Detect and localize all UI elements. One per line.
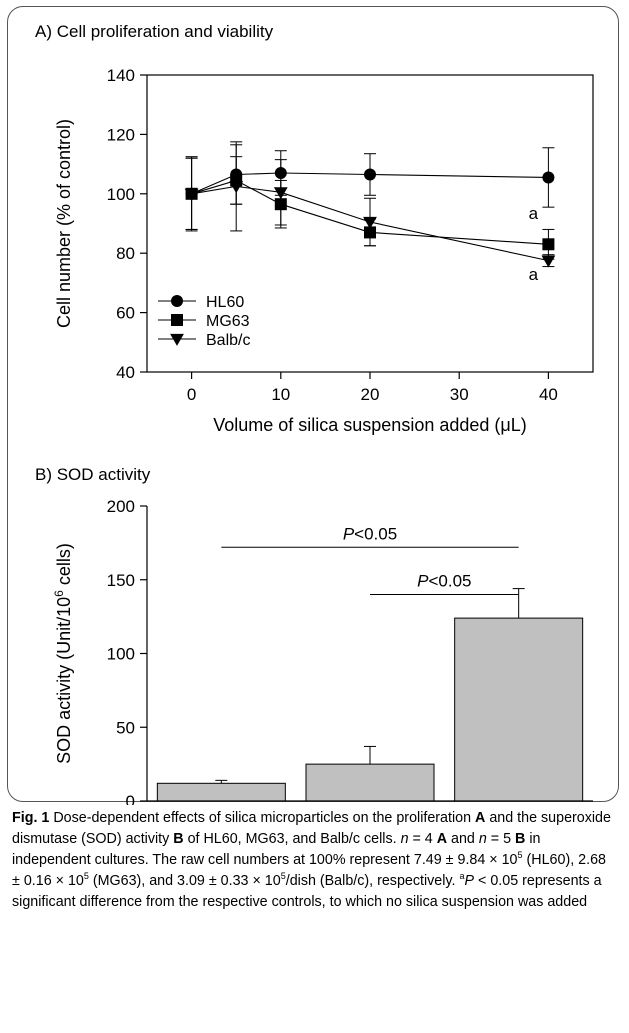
data-point [542, 171, 555, 184]
data-point [363, 216, 377, 229]
y-axis-label-b-end: cells) [54, 543, 74, 590]
legend-label: Balb/c [206, 332, 250, 349]
caption-text: = 5 [486, 831, 516, 847]
data-point [364, 168, 376, 181]
panel-b-title: B) SOD activity [35, 465, 151, 484]
y-tick-label-a: 100 [107, 185, 135, 204]
data-point [541, 255, 556, 268]
y-axis-label-a: Cell number (% of control) [54, 119, 74, 328]
y-axis-label-b-sup: 6 [52, 590, 66, 597]
data-point [542, 238, 555, 251]
bar [305, 763, 435, 802]
y-tick-label-b: 0 [126, 792, 135, 805]
caption-text: < 0.05 represents a significant differen… [12, 873, 602, 910]
caption-sup: 5 [280, 871, 286, 882]
y-tick-label-a: 60 [116, 304, 135, 323]
caption-sup: a [459, 871, 465, 882]
legend-label: MG63 [206, 313, 250, 330]
legend-marker [171, 295, 183, 307]
data-point [229, 181, 244, 194]
caption-text: in independent cultures. The raw cell nu… [12, 831, 541, 868]
caption-text: (MG63), and 3.09 ± 0.33 × 10 [88, 873, 281, 889]
y-tick-label-a: 40 [116, 363, 135, 382]
x-tick-label-a: 40 [539, 385, 558, 404]
significance-label: P<0.05 [343, 524, 397, 543]
bar-group [305, 745, 435, 802]
y-axis-label-b: SOD activity (Unit/106 cells) [52, 543, 74, 764]
caption-ref: B [173, 831, 184, 847]
caption-sup: 5 [517, 850, 523, 861]
significance-rest: <0.05 [428, 572, 471, 591]
caption-ref: B [515, 831, 526, 847]
legend-marker [170, 333, 184, 346]
y-tick-label-a: 80 [116, 244, 135, 263]
y-tick-label-a: 120 [107, 125, 135, 144]
significance-annotation: a [529, 265, 539, 284]
legend-a: HL60 MG63 Balb/c [158, 294, 250, 349]
y-tick-label-b: 100 [107, 645, 135, 664]
bar-group [156, 779, 286, 802]
legend-marker [171, 314, 183, 326]
figure-caption: Fig. 1 Dose-dependent effects of silica … [12, 808, 617, 913]
bar [156, 782, 286, 802]
significance-rest: <0.05 [354, 524, 397, 543]
x-axis-label-a: Volume of silica suspension added (μL) [213, 415, 527, 435]
caption-n: n [400, 831, 409, 847]
y-tick-label-b: 150 [107, 571, 135, 590]
caption-ref: A [436, 831, 448, 847]
caption-text: (HL60), 2.68 ± 0.16 × 10 [12, 852, 606, 889]
bar [454, 617, 584, 802]
caption-sup: 5 [83, 871, 89, 882]
y-tick-label-a: 140 [107, 66, 135, 85]
caption-n: n [478, 831, 487, 847]
y-tick-label-b: 50 [116, 718, 135, 737]
caption-text: and the superoxide dismutase (SOD) activ… [12, 810, 611, 847]
caption-label: Fig. 1 [12, 810, 50, 826]
panel-a-title: A) Cell proliferation and viability [35, 22, 274, 41]
y-tick-label-b: 200 [107, 497, 135, 516]
y-axis-label-b-main: SOD activity (Unit/10 [54, 597, 74, 764]
x-tick-label-a: 20 [361, 385, 380, 404]
bar-group [454, 588, 584, 802]
significance-p: P [343, 524, 355, 543]
caption-text: Dose-dependent effects of silica micropa… [49, 810, 476, 826]
significance-label: P<0.05 [417, 572, 471, 591]
data-point [273, 187, 288, 200]
caption-p: P [464, 873, 475, 889]
x-tick-label-a: 0 [187, 385, 196, 404]
data-point [184, 188, 199, 201]
significance-annotation: a [529, 204, 539, 223]
x-tick-label-a: 30 [450, 385, 469, 404]
legend-label: HL60 [206, 294, 244, 311]
significance-p: P [417, 572, 429, 591]
x-tick-label-a: 10 [271, 385, 290, 404]
caption-text: of HL60, MG63, and Balb/c cells. [183, 831, 401, 847]
caption-text: = 4 [408, 831, 437, 847]
caption-text: /dish (Balb/c), respectively. [285, 873, 460, 889]
caption-text: and [447, 831, 479, 847]
caption-ref: A [475, 810, 486, 826]
series-balbc [184, 141, 556, 268]
